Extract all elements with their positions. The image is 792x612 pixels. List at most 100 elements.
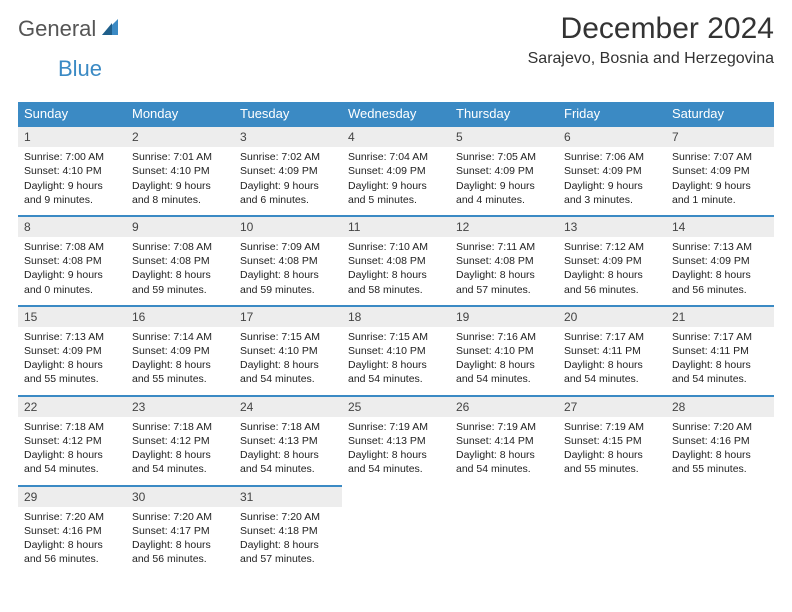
sunrise-text: Sunrise: 7:17 AM	[672, 330, 768, 344]
sunset-text: Sunset: 4:08 PM	[456, 254, 552, 268]
sunset-text: Sunset: 4:10 PM	[240, 344, 336, 358]
day-body: Sunrise: 7:08 AMSunset: 4:08 PMDaylight:…	[126, 237, 234, 305]
day-number: 24	[234, 395, 342, 417]
sunrise-text: Sunrise: 7:18 AM	[24, 420, 120, 434]
daylight-text: Daylight: 8 hours and 54 minutes.	[24, 448, 120, 476]
day-number: 29	[18, 485, 126, 507]
calendar-day-cell: 29Sunrise: 7:20 AMSunset: 4:16 PMDayligh…	[18, 485, 126, 575]
calendar-day-cell: 4Sunrise: 7:04 AMSunset: 4:09 PMDaylight…	[342, 125, 450, 215]
sunset-text: Sunset: 4:13 PM	[348, 434, 444, 448]
calendar-day-cell: 28Sunrise: 7:20 AMSunset: 4:16 PMDayligh…	[666, 395, 774, 485]
calendar-day-cell	[558, 485, 666, 575]
sunrise-text: Sunrise: 7:18 AM	[240, 420, 336, 434]
calendar-day-cell: 30Sunrise: 7:20 AMSunset: 4:17 PMDayligh…	[126, 485, 234, 575]
calendar-day-cell: 20Sunrise: 7:17 AMSunset: 4:11 PMDayligh…	[558, 305, 666, 395]
day-number: 17	[234, 305, 342, 327]
day-number: 25	[342, 395, 450, 417]
calendar-week-row: 22Sunrise: 7:18 AMSunset: 4:12 PMDayligh…	[18, 395, 774, 485]
day-number: 21	[666, 305, 774, 327]
day-body: Sunrise: 7:20 AMSunset: 4:16 PMDaylight:…	[18, 507, 126, 575]
day-body: Sunrise: 7:11 AMSunset: 4:08 PMDaylight:…	[450, 237, 558, 305]
daylight-text: Daylight: 8 hours and 54 minutes.	[672, 358, 768, 386]
weekday-header: Wednesday	[342, 102, 450, 125]
sunset-text: Sunset: 4:09 PM	[240, 164, 336, 178]
calendar-day-cell: 27Sunrise: 7:19 AMSunset: 4:15 PMDayligh…	[558, 395, 666, 485]
month-title: December 2024	[528, 12, 774, 46]
sunset-text: Sunset: 4:09 PM	[132, 344, 228, 358]
day-number: 2	[126, 125, 234, 147]
sunset-text: Sunset: 4:13 PM	[240, 434, 336, 448]
day-body: Sunrise: 7:20 AMSunset: 4:17 PMDaylight:…	[126, 507, 234, 575]
daylight-text: Daylight: 9 hours and 9 minutes.	[24, 179, 120, 207]
sunrise-text: Sunrise: 7:04 AM	[348, 150, 444, 164]
day-body: Sunrise: 7:04 AMSunset: 4:09 PMDaylight:…	[342, 147, 450, 215]
calendar-day-cell: 2Sunrise: 7:01 AMSunset: 4:10 PMDaylight…	[126, 125, 234, 215]
weekday-header: Friday	[558, 102, 666, 125]
sunset-text: Sunset: 4:08 PM	[24, 254, 120, 268]
sunset-text: Sunset: 4:12 PM	[132, 434, 228, 448]
daylight-text: Daylight: 8 hours and 54 minutes.	[240, 448, 336, 476]
daylight-text: Daylight: 8 hours and 56 minutes.	[672, 268, 768, 296]
calendar-day-cell: 12Sunrise: 7:11 AMSunset: 4:08 PMDayligh…	[450, 215, 558, 305]
calendar-day-cell: 25Sunrise: 7:19 AMSunset: 4:13 PMDayligh…	[342, 395, 450, 485]
day-number: 13	[558, 215, 666, 237]
day-number: 14	[666, 215, 774, 237]
sunrise-text: Sunrise: 7:07 AM	[672, 150, 768, 164]
daylight-text: Daylight: 8 hours and 57 minutes.	[240, 538, 336, 566]
day-body: Sunrise: 7:14 AMSunset: 4:09 PMDaylight:…	[126, 327, 234, 395]
sunset-text: Sunset: 4:09 PM	[672, 164, 768, 178]
sunset-text: Sunset: 4:08 PM	[348, 254, 444, 268]
day-body: Sunrise: 7:13 AMSunset: 4:09 PMDaylight:…	[18, 327, 126, 395]
daylight-text: Daylight: 9 hours and 4 minutes.	[456, 179, 552, 207]
calendar-day-cell: 5Sunrise: 7:05 AMSunset: 4:09 PMDaylight…	[450, 125, 558, 215]
day-number: 15	[18, 305, 126, 327]
sunset-text: Sunset: 4:09 PM	[348, 164, 444, 178]
sunset-text: Sunset: 4:14 PM	[456, 434, 552, 448]
daylight-text: Daylight: 8 hours and 55 minutes.	[672, 448, 768, 476]
day-body: Sunrise: 7:06 AMSunset: 4:09 PMDaylight:…	[558, 147, 666, 215]
sunset-text: Sunset: 4:09 PM	[456, 164, 552, 178]
calendar-day-cell	[342, 485, 450, 575]
day-number: 1	[18, 125, 126, 147]
calendar-day-cell: 16Sunrise: 7:14 AMSunset: 4:09 PMDayligh…	[126, 305, 234, 395]
day-body: Sunrise: 7:09 AMSunset: 4:08 PMDaylight:…	[234, 237, 342, 305]
calendar-day-cell: 10Sunrise: 7:09 AMSunset: 4:08 PMDayligh…	[234, 215, 342, 305]
day-number: 30	[126, 485, 234, 507]
sunset-text: Sunset: 4:11 PM	[672, 344, 768, 358]
day-number: 19	[450, 305, 558, 327]
daylight-text: Daylight: 9 hours and 1 minute.	[672, 179, 768, 207]
day-body: Sunrise: 7:20 AMSunset: 4:18 PMDaylight:…	[234, 507, 342, 575]
daylight-text: Daylight: 8 hours and 56 minutes.	[24, 538, 120, 566]
calendar-day-cell: 24 Sunrise: 7:18 AMSunset: 4:13 PMDayligh…	[234, 395, 342, 485]
calendar-table: SundayMondayTuesdayWednesdayThursdayFrid…	[18, 102, 774, 574]
day-body: Sunrise: 7:13 AMSunset: 4:09 PMDaylight:…	[666, 237, 774, 305]
daylight-text: Daylight: 8 hours and 54 minutes.	[348, 448, 444, 476]
sunrise-text: Sunrise: 7:11 AM	[456, 240, 552, 254]
day-body: Sunrise: 7:19 AMSunset: 4:15 PMDaylight:…	[558, 417, 666, 485]
sunrise-text: Sunrise: 7:12 AM	[564, 240, 660, 254]
day-body: Sunrise: 7:15 AMSunset: 4:10 PMDaylight:…	[342, 327, 450, 395]
calendar-day-cell: 6Sunrise: 7:06 AMSunset: 4:09 PMDaylight…	[558, 125, 666, 215]
sunset-text: Sunset: 4:12 PM	[24, 434, 120, 448]
sunrise-text: Sunrise: 7:18 AM	[132, 420, 228, 434]
sunrise-text: Sunrise: 7:02 AM	[240, 150, 336, 164]
sunset-text: Sunset: 4:09 PM	[564, 164, 660, 178]
day-number: 10	[234, 215, 342, 237]
sunset-text: Sunset: 4:08 PM	[132, 254, 228, 268]
sunset-text: Sunset: 4:18 PM	[240, 524, 336, 538]
day-body: Sunrise: 7:10 AMSunset: 4:08 PMDaylight:…	[342, 237, 450, 305]
sunrise-text: Sunrise: 7:20 AM	[240, 510, 336, 524]
day-number: 16	[126, 305, 234, 327]
sunset-text: Sunset: 4:10 PM	[456, 344, 552, 358]
daylight-text: Daylight: 8 hours and 54 minutes.	[564, 358, 660, 386]
day-number: 3	[234, 125, 342, 147]
day-number: 12	[450, 215, 558, 237]
daylight-text: Daylight: 9 hours and 5 minutes.	[348, 179, 444, 207]
calendar-day-cell: 8Sunrise: 7:08 AMSunset: 4:08 PMDaylight…	[18, 215, 126, 305]
calendar-day-cell: 15Sunrise: 7:13 AMSunset: 4:09 PMDayligh…	[18, 305, 126, 395]
day-body: Sunrise: 7:17 AMSunset: 4:11 PMDaylight:…	[666, 327, 774, 395]
sunset-text: Sunset: 4:10 PM	[348, 344, 444, 358]
day-number: 28	[666, 395, 774, 417]
calendar-day-cell: 19Sunrise: 7:16 AMSunset: 4:10 PMDayligh…	[450, 305, 558, 395]
day-body: Sunrise: 7:05 AMSunset: 4:09 PMDaylight:…	[450, 147, 558, 215]
